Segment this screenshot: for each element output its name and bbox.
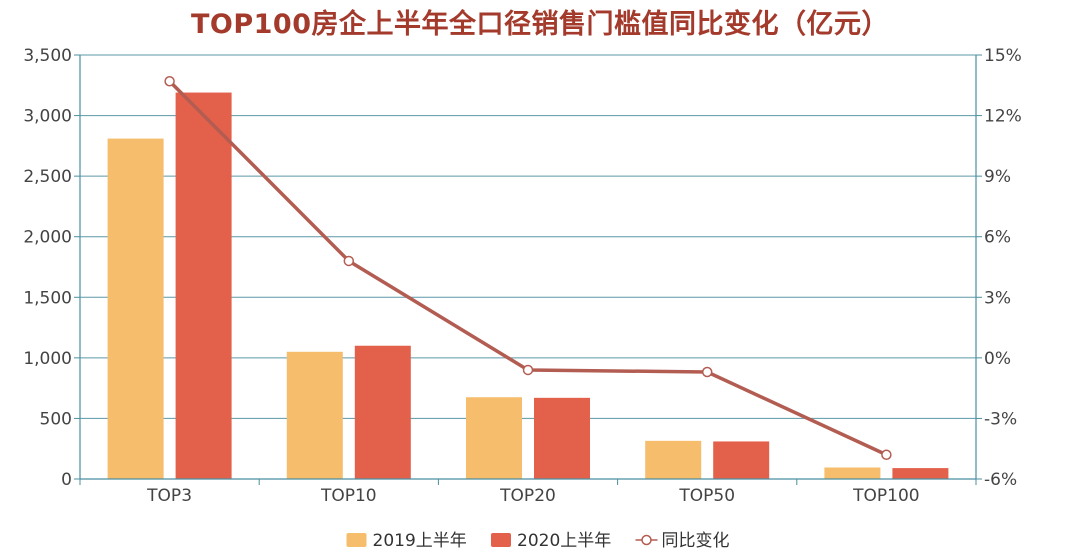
legend-label: 同比变化 — [662, 531, 730, 551]
bar-2020上半年-TOP100 — [892, 468, 949, 479]
bar-2019上半年-TOP20 — [466, 397, 522, 479]
y-left-tick-label: 3,000 — [23, 107, 72, 127]
y-right-tick-label: 9% — [984, 167, 1011, 187]
chart-title: TOP100房企上半年全口径销售门槛值同比变化（亿元） — [190, 9, 890, 40]
y-left-tick-label: 500 — [40, 409, 72, 429]
legend-label: 2019上半年 — [373, 531, 467, 551]
x-tick-label: TOP50 — [678, 486, 735, 506]
bar-2020上半年-TOP50 — [713, 441, 770, 479]
bar-2020上半年-TOP3 — [175, 92, 232, 479]
y-left-tick-label: 1,500 — [23, 288, 72, 308]
y-left-tick-label: 3,500 — [23, 46, 72, 66]
line-point-TOP50 — [701, 366, 713, 378]
y-right-tick-label: 12% — [984, 107, 1022, 127]
x-tick-label: TOP10 — [320, 486, 377, 506]
legend-swatch-2019上半年 — [346, 533, 367, 547]
y-right-tick-label: 15% — [984, 46, 1022, 66]
bar-2020上半年-TOP20 — [534, 397, 590, 479]
y-left-tick-label: 1,000 — [23, 349, 72, 369]
bar-2019上半年-TOP50 — [645, 440, 702, 479]
bar-2020上半年-TOP10 — [354, 345, 411, 479]
bar-2019上半年-TOP100 — [824, 467, 881, 479]
line-同比变化 — [168, 80, 888, 457]
legend-label: 2020上半年 — [517, 531, 611, 551]
legend-marker-swatch — [641, 534, 652, 546]
y-right-tick-label: 0% — [984, 349, 1011, 369]
x-tick-label: TOP100 — [852, 486, 919, 506]
x-tick-label: TOP20 — [499, 486, 556, 506]
x-tick-label: TOP3 — [146, 486, 192, 506]
y-right-tick-label: -3% — [984, 409, 1017, 429]
line-point-TOP10 — [343, 255, 355, 267]
line-point-TOP100 — [881, 449, 892, 461]
line-point-TOP3 — [164, 75, 175, 87]
y-right-tick-label: -6% — [984, 470, 1017, 490]
legend-swatch-2020上半年 — [491, 533, 511, 547]
y-left-tick-label: 2,000 — [23, 228, 72, 248]
y-left-tick-label: 2,500 — [23, 167, 72, 187]
y-right-tick-label: 3% — [984, 288, 1011, 308]
y-left-tick-label: 0 — [61, 470, 72, 490]
line-point-TOP20 — [522, 364, 534, 376]
y-right-tick-label: 6% — [984, 228, 1011, 248]
bar-2019上半年-TOP3 — [107, 138, 164, 480]
bar-2019上半年-TOP10 — [286, 351, 343, 479]
